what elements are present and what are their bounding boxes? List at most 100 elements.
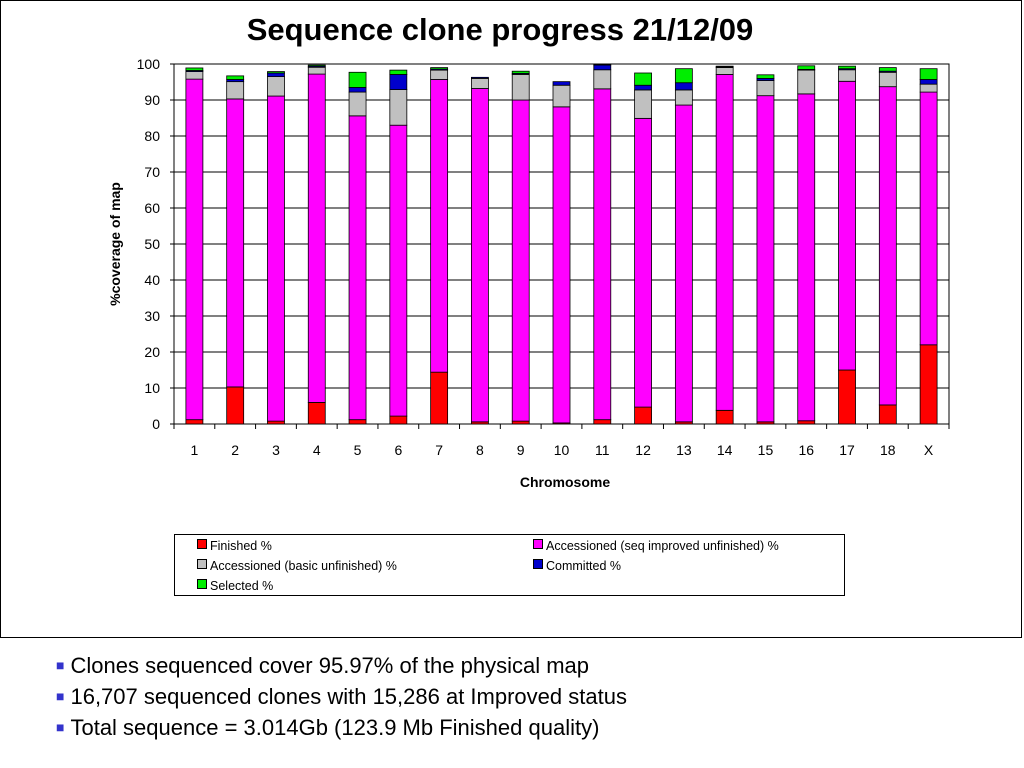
- bar-segment: [878, 404, 897, 425]
- bar-segment: [838, 369, 856, 425]
- y-tick-label: 0: [152, 416, 160, 432]
- bar-segment: [715, 74, 734, 411]
- note-text: Total sequence = 3.014Gb (123.9 Mb Finis…: [70, 715, 600, 740]
- bar-segment: [267, 76, 285, 97]
- bar-segment: [430, 67, 449, 70]
- bar-segment: [471, 88, 489, 423]
- bar-segment: [552, 81, 571, 86]
- x-tick-label: 11: [595, 442, 610, 458]
- x-tick-label: 4: [313, 442, 321, 458]
- bar-segment: [307, 73, 326, 403]
- legend: Finished % Accessioned (seq improved unf…: [174, 534, 845, 596]
- bar-segment: [919, 79, 938, 85]
- legend-item-finished: Finished %: [197, 539, 272, 553]
- bar-segment: [226, 75, 245, 80]
- y-tick-label: 60: [144, 200, 160, 216]
- x-tick-label: 8: [476, 442, 484, 458]
- bar-segment: [634, 89, 652, 119]
- bar-segment: [267, 72, 285, 77]
- bullet-icon: ■: [56, 719, 65, 735]
- bar-segment: [756, 80, 775, 97]
- x-tick-label: 9: [517, 442, 525, 458]
- bar-segment: [797, 65, 816, 70]
- bar-segment: [307, 401, 326, 425]
- bar-segment: [634, 117, 652, 408]
- bar-segment: [715, 65, 734, 68]
- bar-segment: [226, 386, 245, 425]
- bar-segment: [267, 420, 285, 425]
- legend-label: Accessioned (seq improved unfinished) %: [546, 539, 779, 553]
- x-tick-label: 2: [231, 442, 239, 458]
- bar-segment: [797, 420, 816, 425]
- legend-swatch: [197, 579, 207, 589]
- bullet-icon: ■: [56, 688, 65, 704]
- y-tick-label: 10: [144, 380, 160, 396]
- legend-swatch: [533, 539, 543, 549]
- bar-segment: [919, 344, 938, 425]
- legend-item-accessioned-basic: Accessioned (basic unfinished) %: [197, 559, 397, 573]
- x-tick-label: 1: [190, 442, 198, 458]
- y-axis-label: %coverage of map: [107, 182, 123, 306]
- bar-segment: [430, 79, 449, 373]
- legend-swatch: [197, 539, 207, 549]
- bar-segment: [593, 69, 612, 90]
- bar-segment: [226, 81, 245, 100]
- bar-segment: [267, 95, 285, 422]
- bar-segment: [307, 66, 326, 75]
- bar-segment: [267, 71, 285, 74]
- bar-segment: [471, 76, 489, 79]
- bar-segment: [593, 64, 612, 71]
- x-axis-label: Chromosome: [519, 474, 611, 490]
- legend-label: Finished %: [210, 539, 272, 553]
- bar-segment: [878, 67, 897, 72]
- bar-segment: [919, 68, 938, 80]
- x-tick-label: 6: [394, 442, 402, 458]
- x-tick-label: 13: [676, 442, 692, 458]
- notes-list: ■ Clones sequenced cover 95.97% of the ph…: [56, 650, 627, 743]
- bar-segment: [756, 74, 775, 79]
- bar-segment: [185, 71, 204, 80]
- legend-label: Accessioned (basic unfinished) %: [210, 559, 397, 573]
- bar-segment: [674, 89, 693, 106]
- y-tick-label: 100: [137, 56, 161, 72]
- x-tick-label: 18: [880, 442, 896, 458]
- bar-segment: [348, 91, 367, 117]
- bar-segment: [552, 84, 571, 108]
- bar-segment: [634, 72, 652, 86]
- bar-segment: [593, 63, 612, 66]
- x-tick-label: 7: [435, 442, 443, 458]
- bar-segment: [797, 69, 816, 95]
- bar-segment: [797, 93, 816, 422]
- bar-segment: [674, 104, 693, 423]
- bar-segment: [389, 74, 408, 90]
- bar-segment: [348, 87, 367, 93]
- bar-segment: [878, 71, 897, 88]
- bar-segment: [511, 420, 530, 425]
- note-item: ■ Clones sequenced cover 95.97% of the ph…: [56, 650, 627, 681]
- bar-segment: [838, 65, 856, 70]
- bar-segment: [389, 69, 408, 75]
- bar-segment: [593, 88, 612, 421]
- bar-segment: [674, 82, 693, 91]
- bar-segment: [756, 95, 775, 423]
- bar-segment: [511, 74, 530, 101]
- legend-item-selected: Selected %: [197, 579, 273, 593]
- note-text: Clones sequenced cover 95.97% of the phy…: [70, 653, 590, 678]
- x-tick-label: X: [924, 442, 934, 458]
- x-tick-label: 15: [758, 442, 774, 458]
- bar-segment: [430, 371, 449, 425]
- bar-segment: [674, 68, 693, 84]
- legend-swatch: [533, 559, 543, 569]
- bar-segment: [634, 406, 652, 425]
- x-tick-label: 3: [272, 442, 280, 458]
- bar-segment: [919, 83, 938, 93]
- bar-segment: [715, 67, 734, 75]
- x-tick-label: 10: [554, 442, 570, 458]
- y-tick-label: 40: [144, 272, 160, 288]
- y-tick-label: 90: [144, 92, 160, 108]
- bar-segment: [226, 98, 245, 388]
- bar-segment: [348, 71, 367, 88]
- bar-segment: [511, 99, 530, 422]
